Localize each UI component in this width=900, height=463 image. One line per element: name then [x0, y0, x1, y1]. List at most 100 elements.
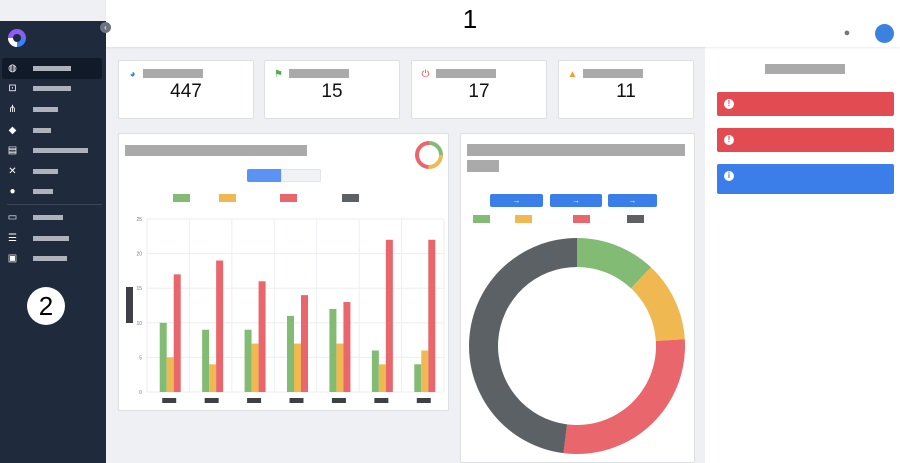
stat-card-3[interactable]: ⏻ 17 [411, 60, 547, 119]
alert-icon: ! [724, 135, 734, 145]
warning-icon: ▲ [567, 69, 578, 80]
bar[interactable] [166, 357, 174, 392]
sidebar-item-6[interactable]: ✕ [2, 161, 102, 182]
arrow-button-2[interactable]: → [550, 194, 602, 207]
y-axis-label-placeholder [126, 287, 133, 323]
bar[interactable] [173, 274, 181, 392]
bar[interactable] [343, 302, 351, 392]
stat-value: 447 [170, 81, 202, 102]
sidebar-item-3[interactable]: ⋔ [2, 99, 102, 120]
right-panel-title-placeholder [765, 64, 845, 74]
sidebar-item-9[interactable]: ☰ [2, 228, 102, 249]
stat-card-1[interactable]: ◕ 447 [118, 60, 254, 119]
legend-dark [342, 194, 359, 202]
x-tick-label-placeholder [374, 398, 389, 403]
x-tick-label-placeholder [204, 398, 219, 403]
bar[interactable] [428, 239, 436, 392]
app-logo[interactable] [8, 29, 26, 47]
bar-chart: 25 20 15 10 5 0 [136, 217, 445, 403]
bar[interactable] [378, 364, 386, 392]
mini-donut [415, 141, 443, 169]
panel-title-placeholder [467, 144, 685, 156]
stat-label-placeholder [583, 69, 643, 78]
stat-value: 11 [616, 81, 636, 102]
sidebar-item-2[interactable]: ⊡ [2, 79, 102, 100]
legend-red [573, 215, 590, 223]
toggle-active[interactable] [247, 169, 281, 182]
y-tick-label: 0 [139, 390, 142, 396]
alert-2[interactable]: ! [717, 128, 894, 152]
bar[interactable] [301, 295, 308, 392]
bar[interactable] [216, 260, 224, 392]
bar[interactable] [371, 350, 379, 392]
x-tick-label-placeholder [247, 398, 262, 403]
stat-value: 17 [468, 81, 490, 102]
sidebar-item-label [33, 168, 58, 174]
sidebar-item-label [33, 256, 67, 262]
sidebar-item-10[interactable]: ▣ [2, 248, 102, 269]
sidebar-item-8[interactable]: ▭ [2, 207, 102, 228]
sidebar-item-1[interactable]: ◍ [2, 58, 102, 79]
bar[interactable] [251, 343, 259, 392]
bar[interactable] [258, 281, 266, 392]
donut-chart [468, 238, 685, 454]
sidebar-item-4[interactable]: ◆ [2, 120, 102, 141]
bar[interactable] [336, 343, 344, 392]
y-tick-label: 20 [136, 252, 142, 258]
top-header: 1 ● [106, 0, 900, 47]
legend-dark [627, 215, 644, 223]
alert-1[interactable]: ! [717, 92, 894, 116]
sidebar-item-5[interactable]: ▤ [2, 140, 102, 161]
step-marker-1: 1 [451, 0, 489, 38]
sidebar-item-label [33, 127, 51, 133]
panel-title-placeholder [125, 145, 307, 156]
clipboard-icon: ▤ [7, 145, 18, 157]
bar-chart-panel: 25 20 15 10 5 0 [118, 133, 449, 411]
alert-3[interactable]: i [717, 164, 894, 194]
bar[interactable] [385, 239, 393, 392]
stat-label-placeholder [289, 69, 349, 78]
legend-green [173, 194, 190, 202]
bar[interactable] [287, 315, 294, 392]
lightbulb-icon[interactable]: ● [843, 27, 851, 39]
user-avatar[interactable] [875, 24, 894, 43]
list-icon: ☰ [8, 232, 17, 244]
donut-slice[interactable] [631, 267, 685, 342]
donut-slice[interactable] [577, 238, 651, 289]
bar[interactable] [209, 364, 217, 392]
donut-chart-panel: → → → [460, 133, 695, 463]
bar[interactable] [414, 364, 422, 392]
power-icon: ⏻ [421, 69, 430, 80]
stat-label-placeholder [143, 69, 203, 78]
bar[interactable] [421, 350, 429, 392]
y-tick-label: 15 [136, 286, 142, 292]
bar[interactable] [294, 343, 301, 392]
bar[interactable] [329, 308, 337, 392]
donut-slice[interactable] [468, 238, 577, 454]
sidebar-nav: ◍ ⊡ ⋔ ◆ ▤ ✕ ● ▭ ☰ ▣ [2, 58, 102, 269]
sidebar-item-7[interactable]: ● [2, 182, 102, 203]
legend-yellow [219, 194, 236, 202]
sidebar-divider [7, 204, 102, 206]
collapse-sidebar-button[interactable]: ‹ [100, 22, 111, 33]
sidebar: ◍ ⊡ ⋔ ◆ ▤ ✕ ● ▭ ☰ ▣ 2 [0, 21, 106, 463]
sidebar-item-label [33, 106, 58, 112]
bar[interactable] [202, 329, 210, 392]
bar[interactable] [244, 329, 252, 392]
bar[interactable] [159, 322, 167, 392]
pie-chart-icon: ◕ [129, 69, 136, 80]
arrow-button-1[interactable]: → [490, 194, 543, 207]
stat-card-4[interactable]: ▲ 11 [558, 60, 694, 119]
sidebar-item-label [33, 214, 63, 220]
x-tick-label-placeholder [162, 398, 177, 403]
toggle-inactive[interactable] [281, 169, 321, 182]
donut-slice[interactable] [563, 339, 685, 454]
panel-subtitle-placeholder [467, 160, 499, 172]
sidebar-item-label [33, 189, 53, 195]
arrow-button-3[interactable]: → [608, 194, 657, 207]
legend-yellow [515, 215, 532, 223]
legend-red [280, 194, 297, 202]
stat-card-2[interactable]: ⚑ 15 [264, 60, 400, 119]
stat-value: 15 [321, 81, 343, 102]
alert-icon: ! [724, 99, 734, 109]
